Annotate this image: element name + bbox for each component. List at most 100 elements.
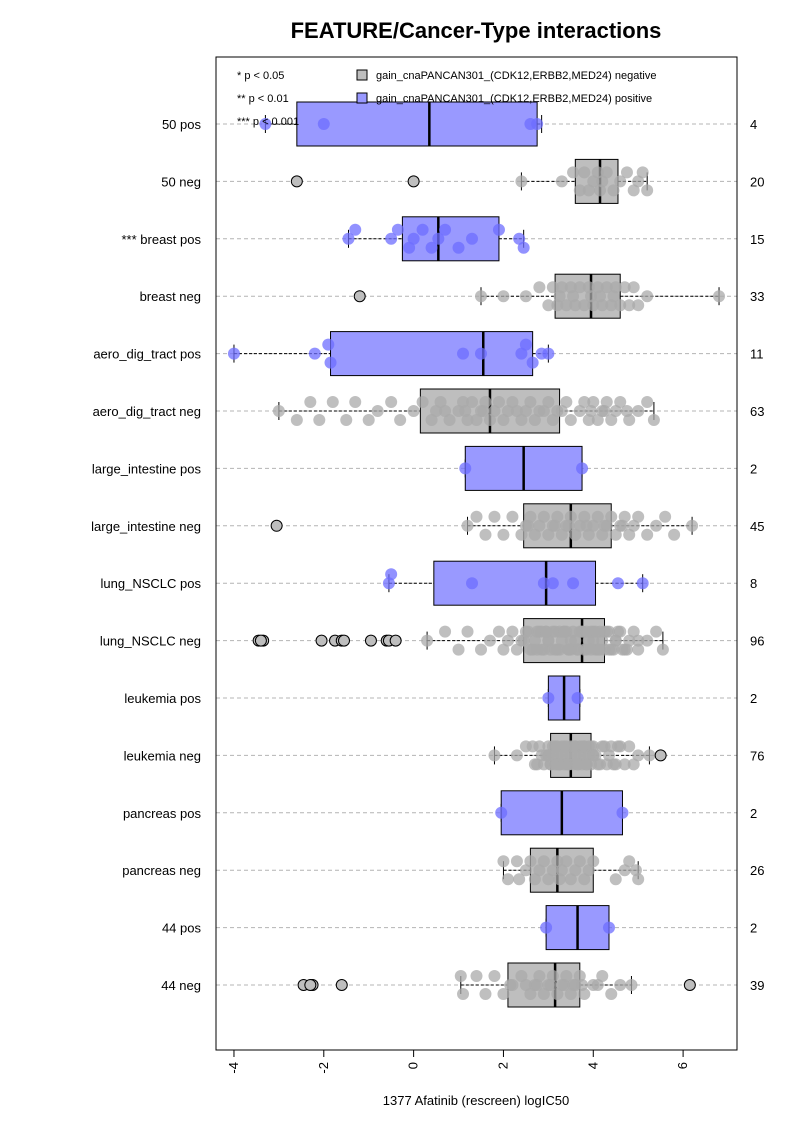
data-point: [531, 118, 544, 130]
data-point: [542, 692, 555, 704]
data-point: [459, 462, 472, 475]
data-point: [555, 528, 568, 541]
outlier-point: [353, 290, 366, 303]
data-point: [461, 519, 474, 532]
data-point: [580, 625, 593, 638]
data-point: [609, 634, 622, 647]
data-point: [497, 855, 510, 868]
data-point: [549, 519, 562, 532]
data-point: [562, 519, 575, 532]
outlier-point: [407, 175, 420, 188]
outlier-point: [338, 634, 351, 647]
data-point: [513, 873, 526, 886]
data-point: [598, 740, 611, 753]
data-point: [587, 396, 600, 408]
data-point: [627, 519, 640, 532]
data-point: [627, 184, 640, 197]
row-count: 26: [750, 863, 764, 878]
data-point: [578, 299, 591, 312]
data-point: [713, 290, 726, 303]
data-point: [515, 970, 528, 982]
data-point: [602, 921, 615, 934]
data-point: [542, 347, 555, 360]
data-point: [537, 577, 550, 590]
data-point: [625, 979, 638, 991]
data-point: [497, 290, 510, 303]
data-point: [602, 643, 615, 656]
data-point: [528, 414, 541, 426]
data-point: [349, 223, 362, 236]
x-axis: -4 -2 0 2 4 6: [226, 1050, 690, 1074]
data-point: [587, 749, 600, 762]
data-point: [488, 510, 501, 523]
data-point: [385, 232, 398, 245]
significance-legend-item: ** p < 0.01: [237, 93, 289, 105]
data-point: [582, 414, 595, 426]
row-counts: 4 20 15 33 11 63 2 45 8 96 2 76 2 26 2 39: [750, 117, 764, 993]
data-point: [519, 338, 532, 351]
data-point: [403, 241, 416, 254]
outlier-point: [335, 979, 348, 991]
data-point: [591, 281, 604, 294]
x-tick-label: 4: [585, 1062, 600, 1069]
data-point: [609, 873, 622, 886]
data-point: [416, 223, 429, 236]
row-count: 45: [750, 519, 764, 534]
data-point: [479, 528, 492, 541]
data-point: [587, 634, 600, 647]
data-point: [506, 510, 519, 523]
row-count: 2: [750, 691, 757, 706]
data-point: [546, 281, 559, 294]
data-point: [594, 643, 607, 656]
row-label: pancreas neg: [122, 863, 201, 878]
data-point: [643, 749, 656, 762]
outlier-point: [254, 634, 267, 647]
data-point: [542, 396, 555, 408]
data-point: [497, 414, 510, 426]
data-point: [555, 634, 568, 647]
data-point: [537, 988, 550, 1000]
outlier-point: [270, 519, 283, 532]
data-point: [611, 740, 624, 753]
data-point: [623, 528, 636, 541]
data-point: [567, 290, 580, 303]
data-point: [596, 175, 609, 188]
outlier-point: [364, 634, 377, 647]
data-point: [585, 643, 598, 656]
data-point: [598, 625, 611, 638]
data-point: [459, 405, 472, 417]
data-point: [578, 396, 591, 408]
data-point: [313, 414, 326, 426]
data-point: [533, 519, 546, 532]
data-point: [461, 625, 474, 638]
data-point: [513, 232, 526, 245]
data-point: [632, 634, 645, 647]
data-point: [558, 979, 571, 991]
data-point: [573, 970, 586, 982]
data-point: [614, 175, 627, 188]
data-point: [477, 405, 490, 417]
data-point: [522, 625, 535, 638]
data-point: [524, 855, 537, 868]
data-point: [620, 643, 633, 656]
data-point: [571, 758, 584, 771]
data-point: [580, 758, 593, 771]
data-point: [567, 979, 580, 991]
data-point: [533, 970, 546, 982]
data-point: [407, 405, 420, 417]
row-labels: 50 pos 50 neg *** breast pos breast neg aero…: [91, 117, 201, 993]
data-point: [537, 405, 550, 417]
data-point: [551, 855, 564, 868]
data-point: [564, 510, 577, 523]
data-point: [614, 299, 627, 312]
data-point: [483, 634, 496, 647]
data-point: [551, 299, 564, 312]
data-point: [564, 281, 577, 294]
data-point: [558, 625, 571, 638]
data-point: [542, 299, 555, 312]
outlier-point: [290, 175, 303, 188]
data-point: [439, 625, 452, 638]
data-point: [607, 184, 620, 197]
data-point: [632, 510, 645, 523]
row-label: leukemia pos: [124, 691, 201, 706]
